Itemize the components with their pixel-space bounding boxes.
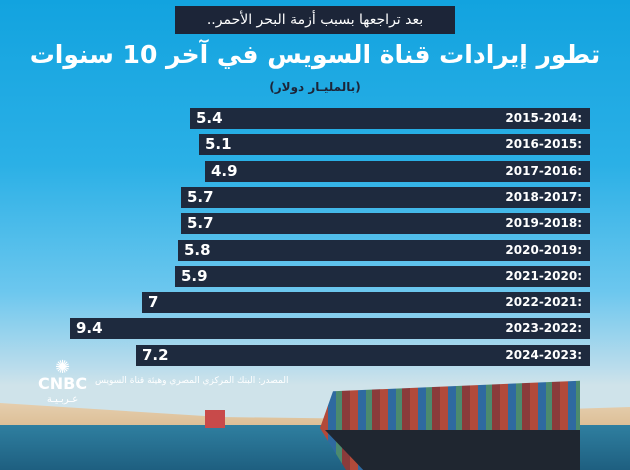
- category-label: 2016-2015:: [505, 137, 582, 152]
- category-label: 2021-2020:: [505, 268, 582, 283]
- value-label: 4.9: [211, 161, 238, 180]
- value-label: 9.4: [76, 319, 103, 338]
- value-label: 5.7: [187, 187, 214, 206]
- bar: 9.4 2023-2022:: [70, 318, 590, 340]
- distant-ship: [205, 410, 225, 428]
- chart-unit: (بالمليـار دولار): [269, 80, 361, 94]
- bar: 5.8 2020-2019:: [178, 239, 590, 261]
- bar: 7 2022-2021:: [142, 292, 590, 314]
- cnbc-arabia-logo: ✺ CNBC عـربـيـة: [38, 357, 88, 406]
- value-label: 7.2: [142, 345, 169, 364]
- category-label: 2023-2022:: [505, 321, 582, 336]
- category-label: 2019-2018:: [505, 216, 582, 231]
- bar: 7.2 2024-2023:: [136, 344, 590, 366]
- value-label: 5.1: [205, 135, 232, 154]
- bar: 4.9 2017-2016:: [205, 160, 590, 182]
- value-label: 5.7: [187, 214, 214, 233]
- value-label: 7: [148, 293, 159, 312]
- kicker-banner: بعد تراجعها بسبب أزمة البحر الأحمر..: [175, 6, 455, 34]
- value-label: 5.8: [184, 240, 211, 259]
- chart-title: تطور إيرادات قناة السويس في آخر 10 سنوات: [29, 40, 601, 69]
- category-label: 2015-2014:: [505, 111, 582, 125]
- bar: 5.4 2015-2014:: [190, 108, 590, 129]
- value-label: 5.4: [196, 109, 223, 127]
- bar: 5.7 2018-2017:: [181, 186, 590, 208]
- bar: 5.7 2019-2018:: [181, 213, 590, 235]
- value-label: 5.9: [181, 266, 208, 285]
- ship-hull: [325, 430, 580, 470]
- category-label: 2017-2016:: [505, 163, 582, 178]
- bar: 5.1 2016-2015:: [199, 134, 590, 156]
- source-note: المصدر: البنك المركزي المصري وهيئة قناة …: [95, 376, 289, 386]
- category-label: 2024-2023:: [505, 347, 582, 362]
- bar: 5.9 2021-2020:: [175, 265, 590, 287]
- peacock-icon: ✺: [54, 357, 71, 378]
- category-label: 2020-2019:: [505, 242, 582, 257]
- category-label: 2018-2017:: [505, 189, 582, 204]
- category-label: 2022-2021:: [505, 295, 582, 310]
